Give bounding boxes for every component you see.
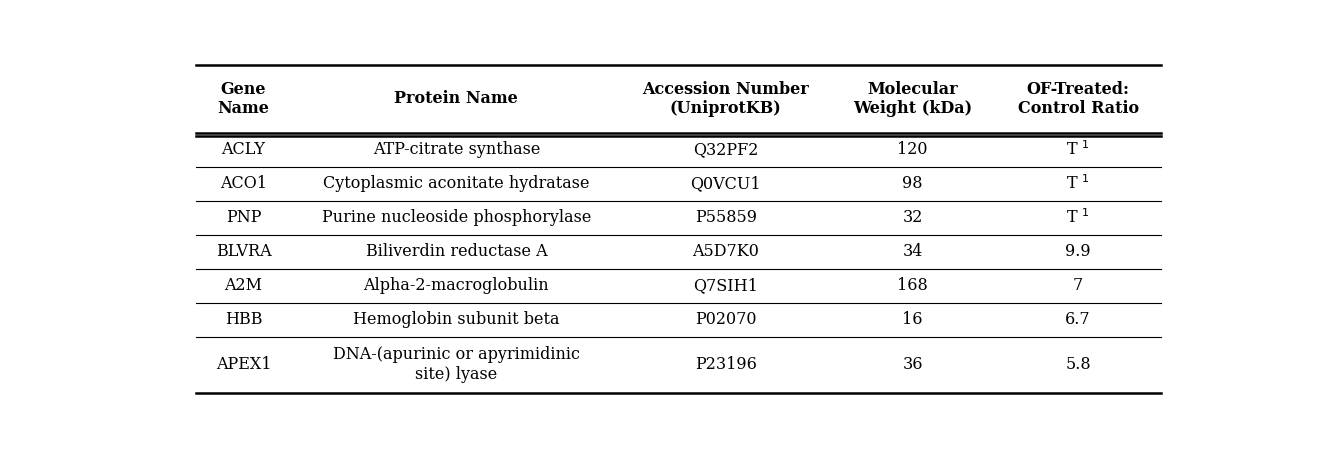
Text: ATP-citrate synthase: ATP-citrate synthase xyxy=(372,141,540,158)
Text: 168: 168 xyxy=(898,277,928,294)
Text: Q7SIH1: Q7SIH1 xyxy=(694,277,759,294)
Text: Gene
Name: Gene Name xyxy=(217,81,270,117)
Text: ACO1: ACO1 xyxy=(220,175,267,192)
Text: Cytoplasmic aconitate hydratase: Cytoplasmic aconitate hydratase xyxy=(323,175,589,192)
Text: T $^{1}$: T $^{1}$ xyxy=(1066,140,1090,159)
Text: OF-Treated:
Control Ratio: OF-Treated: Control Ratio xyxy=(1018,81,1139,117)
Text: Purine nucleoside phosphorylase: Purine nucleoside phosphorylase xyxy=(322,209,591,226)
Text: A5D7K0: A5D7K0 xyxy=(692,243,759,260)
Text: T $^{1}$: T $^{1}$ xyxy=(1066,174,1090,193)
Text: 120: 120 xyxy=(898,141,928,158)
Text: ACLY: ACLY xyxy=(221,141,266,158)
Text: Molecular
Weight (kDa): Molecular Weight (kDa) xyxy=(853,81,972,117)
Text: BLVRA: BLVRA xyxy=(216,243,271,260)
Text: Q0VCU1: Q0VCU1 xyxy=(691,175,761,192)
Text: Biliverdin reductase A: Biliverdin reductase A xyxy=(365,243,547,260)
Text: P23196: P23196 xyxy=(695,356,757,373)
Text: 98: 98 xyxy=(903,175,923,192)
Text: P55859: P55859 xyxy=(695,209,757,226)
Text: Alpha-2-macroglobulin: Alpha-2-macroglobulin xyxy=(364,277,549,294)
Text: 5.8: 5.8 xyxy=(1066,356,1091,373)
Text: 32: 32 xyxy=(903,209,923,226)
Text: T $^{1}$: T $^{1}$ xyxy=(1066,208,1090,227)
Text: Accession Number
(UniprotKB): Accession Number (UniprotKB) xyxy=(642,81,809,117)
Text: 36: 36 xyxy=(903,356,923,373)
Text: P02070: P02070 xyxy=(695,311,756,328)
Text: 7: 7 xyxy=(1072,277,1083,294)
Text: Hemoglobin subunit beta: Hemoglobin subunit beta xyxy=(354,311,560,328)
Text: DNA-(apurinic or apyrimidinic
site) lyase: DNA-(apurinic or apyrimidinic site) lyas… xyxy=(332,347,580,383)
Text: Protein Name: Protein Name xyxy=(395,90,518,107)
Text: 34: 34 xyxy=(903,243,923,260)
Text: APEX1: APEX1 xyxy=(216,356,271,373)
Text: A2M: A2M xyxy=(225,277,262,294)
Text: 16: 16 xyxy=(903,311,923,328)
Text: Q32PF2: Q32PF2 xyxy=(694,141,759,158)
Text: PNP: PNP xyxy=(226,209,261,226)
Text: 9.9: 9.9 xyxy=(1066,243,1091,260)
Text: 6.7: 6.7 xyxy=(1066,311,1091,328)
Text: HBB: HBB xyxy=(225,311,262,328)
